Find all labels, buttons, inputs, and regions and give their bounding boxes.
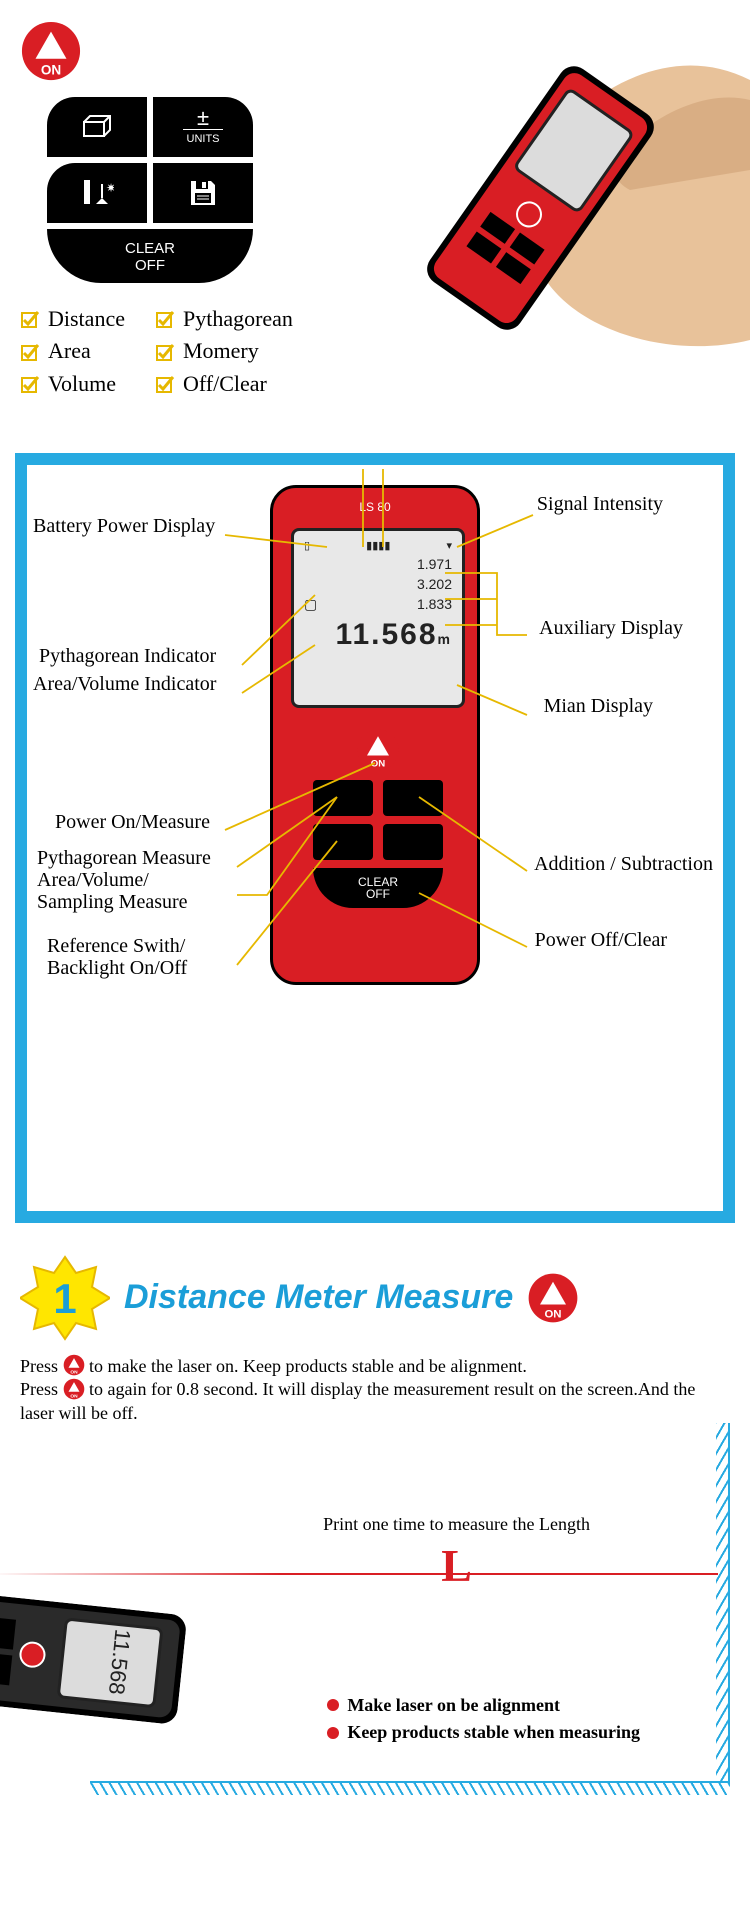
tip-text: Keep products stable when measuring: [347, 1721, 640, 1744]
on-icon: [20, 20, 82, 82]
box-button-icon: [47, 97, 147, 157]
feature-label: Volume: [48, 370, 116, 399]
units-button-icon: ± UNITS: [153, 97, 253, 157]
on-icon: [63, 1354, 85, 1376]
anno-battery: Battery Power Display: [33, 513, 215, 539]
button-grid: ± UNITS ✷ CLEAR OFF: [20, 20, 280, 283]
bullet-icon: [327, 1727, 339, 1739]
check-icon: [155, 342, 175, 362]
annotated-diagram: LS 80 ▯▮▮▮▮▾ 1.971 3.202 ▢1.833 11.568m …: [15, 453, 735, 1223]
anno-area-vol-indicator: Area/Volume Indicator: [33, 671, 216, 697]
step-number: 1: [53, 1275, 76, 1322]
measure-illustration: Print one time to measure the Length L M…: [290, 1423, 730, 1783]
anno-aux-display: Auxiliary Display: [539, 615, 683, 641]
anno-ref-swith: Reference Swith/ Backlight On/Off: [47, 935, 187, 979]
feature-label: Pythagorean: [183, 305, 293, 334]
anno-pyth-measure: Pythagorean Measure: [37, 845, 211, 871]
step-heading: 1 Distance Meter Measure: [20, 1253, 730, 1343]
anno-pyth-indicator: Pythagorean Indicator: [39, 643, 216, 669]
device-side-photo: 11.568: [0, 1587, 187, 1724]
tip-text: Make laser on be alignment: [347, 1694, 560, 1717]
check-icon: [20, 309, 40, 329]
check-icon: [20, 342, 40, 362]
hand-photo: [310, 0, 750, 360]
bullet-icon: [327, 1699, 339, 1711]
clear-off-button-icon: CLEAR OFF: [47, 229, 253, 283]
reference-button-icon: ✷: [47, 163, 147, 223]
step-title: Distance Meter Measure: [124, 1275, 513, 1319]
check-icon: [155, 374, 175, 394]
anno-add-sub: Addition / Subtraction: [534, 851, 713, 877]
save-button-icon: [153, 163, 253, 223]
feature-label: Off/Clear: [183, 370, 267, 399]
feature-label: Momery: [183, 337, 259, 366]
starburst-icon: 1: [20, 1253, 110, 1343]
clear-label-2: OFF: [135, 258, 165, 275]
L-symbol: L: [323, 1536, 590, 1596]
on-icon: [63, 1378, 85, 1400]
tips-list: Make laser on be alignment Keep products…: [327, 1690, 640, 1749]
anno-power-on: Power On/Measure: [55, 809, 210, 835]
section-buttons-and-features: ± UNITS ✷ CLEAR OFF Distance Area Volume…: [0, 0, 750, 433]
clear-label-1: CLEAR: [125, 241, 175, 258]
anno-signal: Signal Intensity: [537, 491, 663, 517]
anno-power-off: Power Off/Clear: [535, 927, 667, 953]
units-label: UNITS: [187, 132, 220, 146]
check-icon: [20, 374, 40, 394]
on-icon: [527, 1272, 579, 1324]
anno-main-display: Mian Display: [544, 693, 653, 719]
step-body: Press to make the laser on. Keep product…: [20, 1355, 700, 1426]
feature-label: Area: [48, 337, 91, 366]
step-1-section: 1 Distance Meter Measure Press to make t…: [0, 1243, 750, 1803]
print-caption: Print one time to measure the Length: [323, 1513, 590, 1536]
check-icon: [155, 309, 175, 329]
svg-text:✷: ✷: [106, 181, 114, 195]
feature-label: Distance: [48, 305, 125, 334]
anno-area-vol-measure: Area/Volume/ Sampling Measure: [37, 869, 188, 913]
